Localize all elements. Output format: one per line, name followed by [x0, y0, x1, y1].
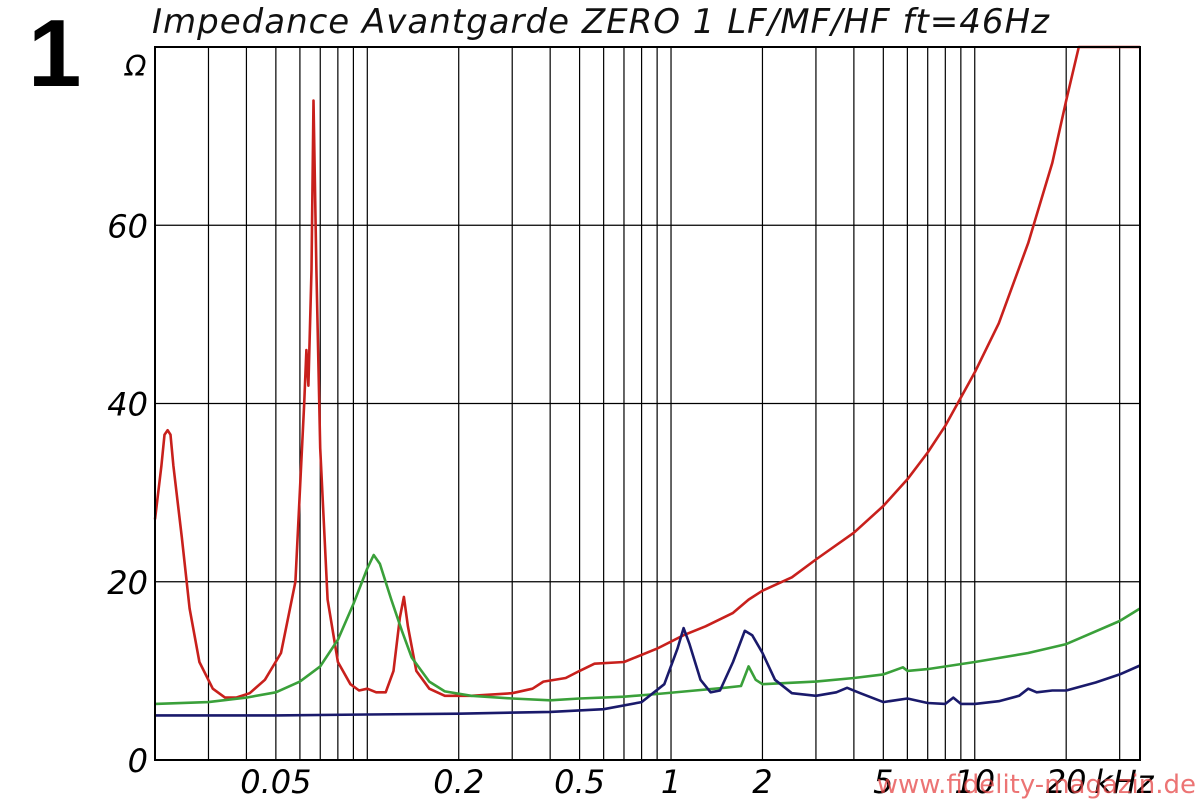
x-tick-label: 5 — [873, 763, 893, 800]
x-tick-label: 1 — [661, 763, 681, 800]
x-tick-label: 10 — [954, 763, 995, 800]
watermark: www.fidelity-magazin.de — [876, 770, 1196, 800]
series-line-1 — [153, 45, 1140, 699]
y-axis-unit-label: Ω — [125, 50, 147, 83]
series-line-2 — [154, 553, 1141, 706]
chart-title: Impedance Avantgarde ZERO 1 LF/MF/HF ft=… — [152, 2, 1050, 42]
y-tick-label: 40 — [107, 386, 148, 424]
y-tick-label: 60 — [107, 207, 148, 245]
x-tick-label: 2 — [752, 763, 772, 800]
x-unit-label: kHz — [1094, 763, 1155, 800]
y-tick-label: 0 — [128, 742, 148, 780]
figure-number: 1 — [28, 0, 82, 107]
x-tick-label: 20 — [1046, 763, 1087, 800]
x-tick-label: 0.5 — [554, 763, 605, 800]
series-line-3 — [155, 626, 1141, 717]
y-tick-label: 20 — [107, 564, 148, 602]
x-tick-label: 0.2 — [433, 763, 484, 800]
x-tick-label: 0.05 — [240, 763, 311, 800]
plot-frame — [154, 46, 1141, 761]
series-lines — [153, 45, 1141, 717]
